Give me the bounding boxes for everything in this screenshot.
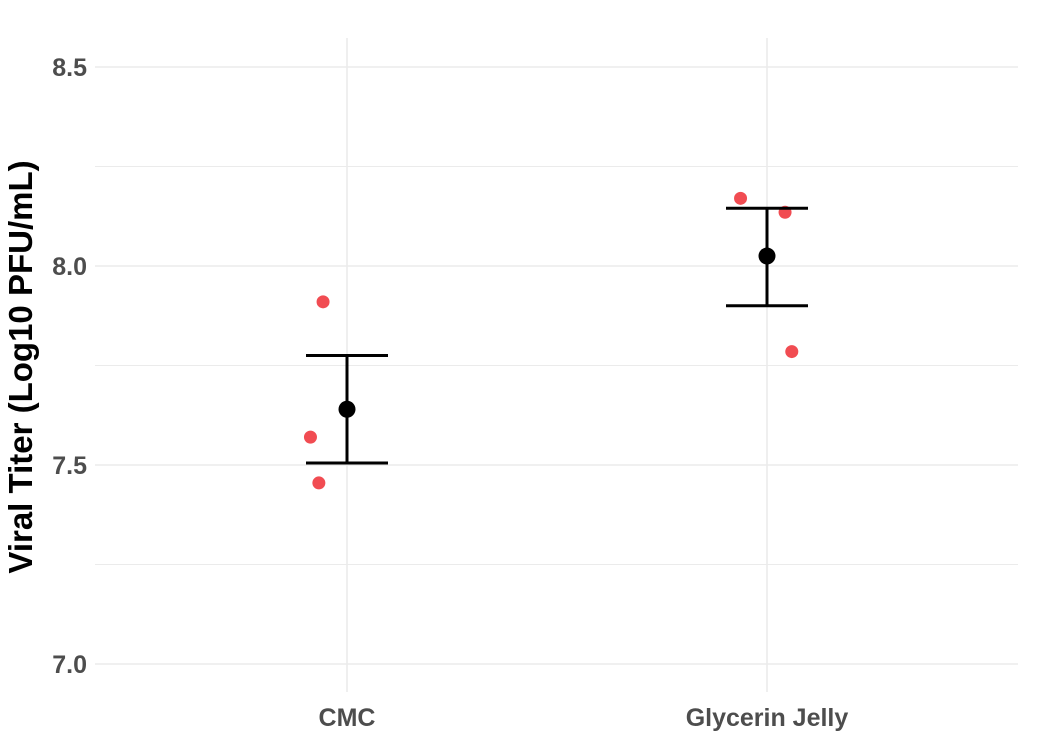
y-tick-label: 7.5 — [52, 452, 87, 480]
data-points — [303, 191, 799, 490]
data-point — [312, 476, 326, 490]
grid-lines — [95, 38, 1018, 692]
y-tick-label: 8.0 — [52, 253, 87, 281]
y-axis-title: Viral Titer (Log10 PFU/mL) — [2, 160, 39, 573]
data-point — [316, 295, 330, 309]
x-tick-label: CMC — [319, 704, 376, 732]
x-tick-label: Glycerin Jelly — [686, 704, 849, 732]
data-point — [734, 191, 748, 205]
mean-point — [338, 400, 356, 418]
y-tick-label: 7.0 — [52, 651, 87, 679]
data-point — [785, 345, 799, 359]
y-axis-ticks: 7.0 7.5 8.0 8.5 — [52, 54, 87, 679]
x-axis-ticks: CMC Glycerin Jelly — [319, 704, 849, 732]
mean-point — [758, 247, 776, 265]
summary-marks — [306, 206, 808, 465]
data-point — [303, 430, 317, 444]
y-tick-label: 8.5 — [52, 54, 87, 82]
